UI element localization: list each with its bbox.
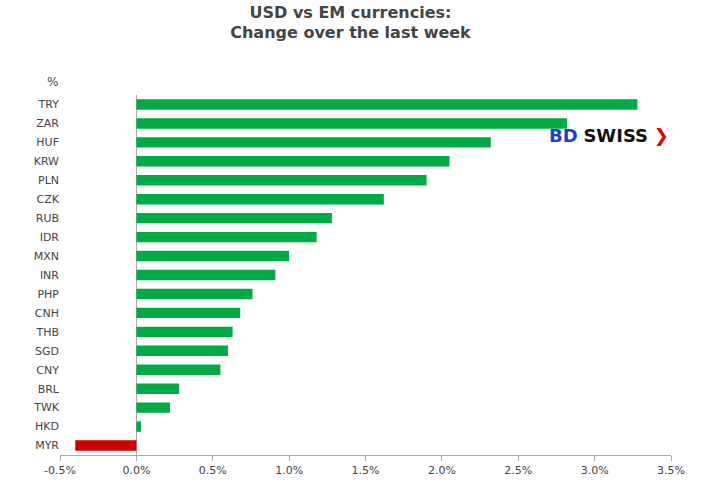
svg-text:-0.5%: -0.5% — [44, 464, 76, 477]
svg-text:CNY: CNY — [36, 364, 59, 377]
svg-text:CZK: CZK — [37, 193, 60, 206]
svg-text:0.0%: 0.0% — [122, 464, 150, 477]
svg-text:TWK: TWK — [33, 401, 60, 414]
svg-text:1.5%: 1.5% — [352, 464, 380, 477]
svg-text:HUF: HUF — [36, 136, 59, 149]
svg-text:CNH: CNH — [35, 307, 59, 320]
svg-text:IDR: IDR — [40, 231, 60, 244]
svg-text:ZAR: ZAR — [36, 117, 59, 130]
svg-text:1.0%: 1.0% — [275, 464, 303, 477]
svg-text:USD vs EM currencies:Change ov: USD vs EM currencies:Change over the las… — [230, 3, 471, 43]
svg-text:BD SWISS ❯: BD SWISS ❯ — [549, 125, 669, 147]
svg-text:PHP: PHP — [37, 288, 59, 301]
svg-text:BRL: BRL — [38, 383, 60, 396]
svg-text:INR: INR — [40, 269, 59, 282]
svg-text:3.0%: 3.0% — [581, 464, 609, 477]
svg-text:SGD: SGD — [35, 345, 59, 358]
svg-text:PLN: PLN — [38, 174, 59, 187]
svg-text:TRY: TRY — [38, 98, 60, 111]
svg-text:2.0%: 2.0% — [428, 464, 456, 477]
svg-text:0.5%: 0.5% — [199, 464, 227, 477]
svg-text:KRW: KRW — [34, 155, 59, 168]
svg-text:3.5%: 3.5% — [657, 464, 685, 477]
svg-text:MXN: MXN — [34, 250, 59, 263]
svg-text:THB: THB — [35, 326, 59, 339]
svg-text:MYR: MYR — [35, 439, 59, 452]
svg-text:%: % — [47, 75, 58, 89]
svg-text:HKD: HKD — [35, 420, 59, 433]
svg-text:RUB: RUB — [36, 212, 59, 225]
svg-text:2.5%: 2.5% — [504, 464, 532, 477]
